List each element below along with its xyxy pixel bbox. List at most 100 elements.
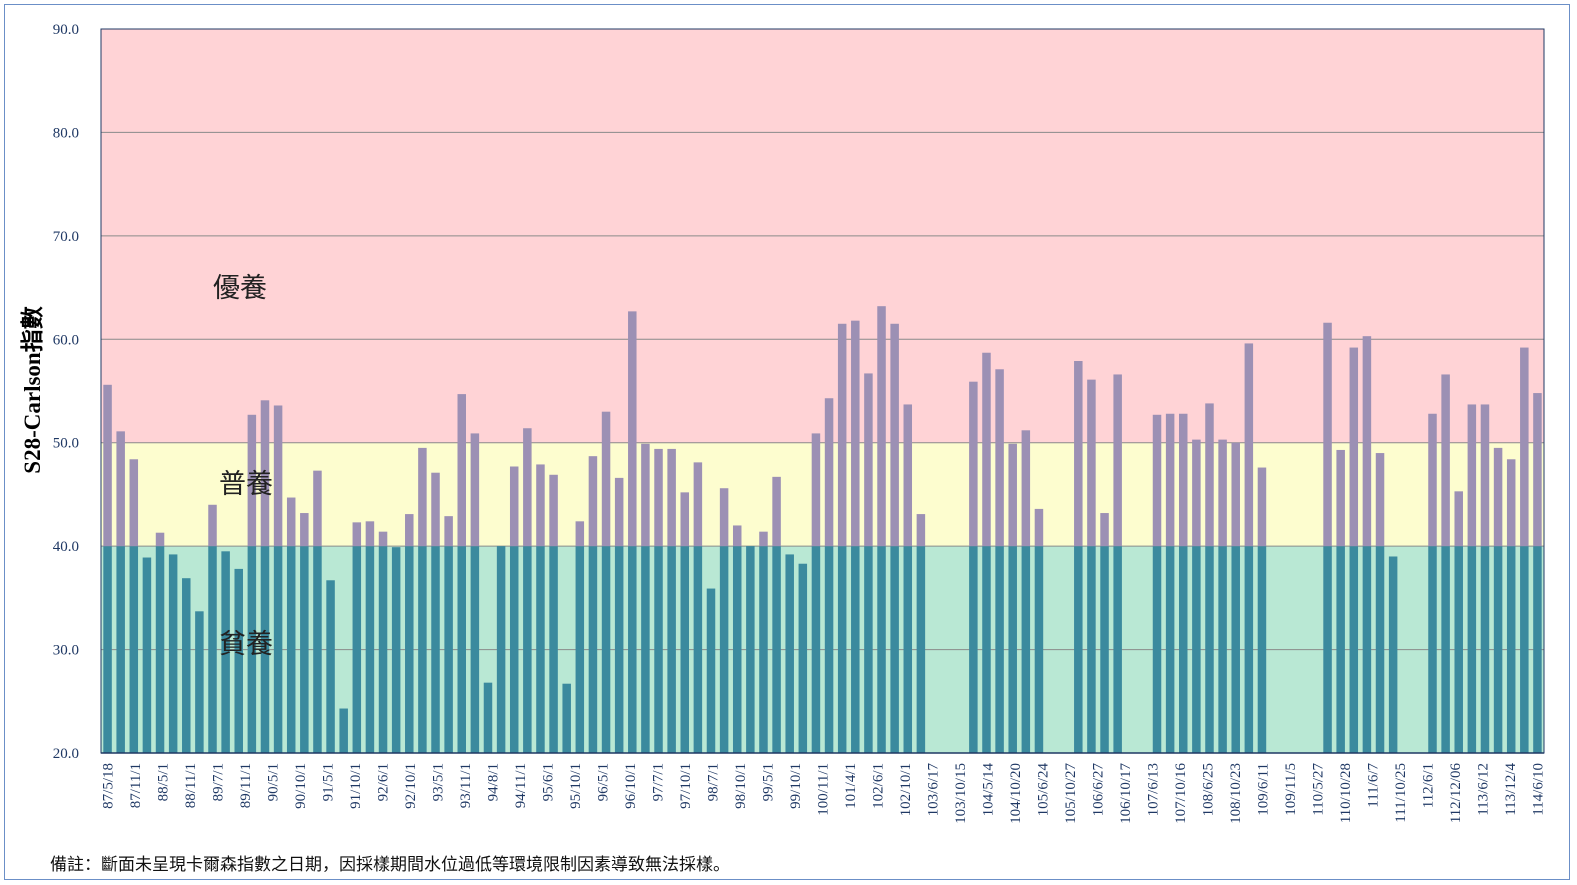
bar-segment-low	[1506, 546, 1516, 753]
bar	[182, 578, 191, 753]
bar-segment-low	[837, 546, 847, 753]
bar	[693, 462, 703, 753]
bar-segment-high	[1493, 447, 1503, 547]
bar-segment-high	[824, 398, 834, 547]
x-tick-label: 92/10/1	[403, 763, 419, 809]
bar	[785, 554, 794, 753]
bar-segment-low	[1179, 546, 1188, 753]
bar	[864, 373, 873, 753]
x-tick-label: 93/11/1	[458, 763, 474, 808]
x-tick-label: 109/6/11	[1256, 763, 1272, 816]
bar	[1454, 491, 1463, 753]
bar-segment-low	[221, 551, 230, 753]
x-tick-label: 94/8/1	[486, 763, 502, 801]
bar	[1428, 413, 1437, 753]
bar-segment-high	[1336, 449, 1345, 547]
bar-segment-low	[916, 546, 926, 753]
bar-segment-low	[234, 568, 243, 753]
bar	[470, 433, 480, 753]
bar	[431, 472, 440, 753]
x-tick-label: 110/5/27	[1311, 763, 1327, 816]
x-tick-label: 108/6/25	[1201, 763, 1217, 816]
bar-segment-low	[1323, 546, 1332, 753]
bar-segment-low	[1218, 546, 1227, 753]
bar	[1205, 403, 1214, 753]
bar	[1100, 513, 1109, 753]
x-tick-label: 107/10/16	[1173, 763, 1189, 824]
bar-segment-high	[549, 474, 558, 547]
axes	[100, 28, 1545, 754]
bar-segment-high	[1441, 374, 1450, 547]
bar-segment-high	[418, 447, 427, 547]
bar-segment-high	[431, 472, 440, 547]
bar	[1441, 374, 1450, 753]
bar-segment-low	[1074, 546, 1083, 753]
bar-segment-high	[273, 405, 283, 547]
bar-segment-high	[1506, 459, 1516, 547]
bar-segment-low	[575, 546, 585, 753]
bar	[483, 682, 493, 753]
bar-segment-high	[208, 504, 217, 547]
bar-segment-low	[536, 546, 545, 753]
bar-segment-low	[1428, 546, 1437, 753]
bar-segment-low	[195, 611, 204, 753]
bar-segment-low	[418, 546, 427, 753]
bar	[969, 381, 978, 753]
x-tick-label: 102/6/1	[871, 763, 887, 809]
bar-segment-low	[1113, 546, 1122, 753]
bar	[378, 531, 388, 753]
bar-segment-high	[103, 384, 112, 547]
bar-segment-high	[116, 431, 125, 547]
bar	[391, 547, 401, 753]
bar-segment-low	[142, 557, 152, 753]
bar	[326, 580, 335, 753]
bar-segment-low	[313, 546, 322, 753]
bar-segment-low	[1480, 546, 1490, 753]
bar-segment-high	[1231, 442, 1240, 547]
bar-segment-high	[680, 492, 690, 547]
x-tick-label: 97/7/1	[651, 763, 667, 801]
bar-segment-low	[614, 546, 624, 753]
x-tick-label: 97/10/1	[678, 763, 694, 809]
bar-segment-high	[969, 381, 978, 547]
bar-segment-high	[286, 497, 296, 547]
y-tick-label: 50.0	[53, 436, 79, 452]
bar	[116, 431, 125, 753]
bar-segment-low	[208, 546, 217, 753]
bar	[1179, 413, 1188, 753]
bar-segment-high	[759, 531, 768, 547]
zone-band-1	[101, 442, 1544, 547]
bar-segment-low	[719, 546, 729, 753]
x-tick-label: 87/11/1	[128, 763, 144, 808]
x-tick-label: 100/11/1	[816, 763, 832, 816]
bar	[457, 394, 466, 753]
bar	[562, 683, 571, 753]
bar-segment-high	[352, 522, 362, 547]
bar-segment-low	[496, 546, 506, 753]
bar-segment-high	[1533, 393, 1542, 547]
bar	[313, 470, 322, 753]
bar-segment-high	[470, 433, 480, 547]
bar-segment-high	[1008, 443, 1017, 547]
bar	[142, 557, 152, 753]
x-tick-label: 113/6/12	[1475, 763, 1491, 816]
bar	[1323, 322, 1332, 753]
zone-label-oligotrophic: 貧養	[219, 629, 273, 660]
bar-segment-high	[1480, 404, 1490, 547]
bar-segment-high	[1362, 336, 1372, 547]
bar-segment-low	[1165, 546, 1175, 753]
bar-segment-high	[365, 521, 375, 547]
bar	[1336, 449, 1345, 753]
bar-segment-high	[1454, 491, 1463, 547]
x-tick-label: 89/7/1	[211, 763, 227, 801]
bars	[103, 306, 1542, 753]
y-tick-label: 60.0	[53, 332, 79, 348]
bar	[759, 531, 768, 753]
x-tick-label: 91/5/1	[321, 763, 337, 801]
bar-segment-high	[916, 514, 926, 547]
bar	[1388, 556, 1398, 753]
bar-segment-low	[116, 546, 125, 753]
bar-segment-low	[260, 546, 270, 753]
bar-segment-low	[378, 546, 388, 753]
bar	[667, 448, 676, 753]
